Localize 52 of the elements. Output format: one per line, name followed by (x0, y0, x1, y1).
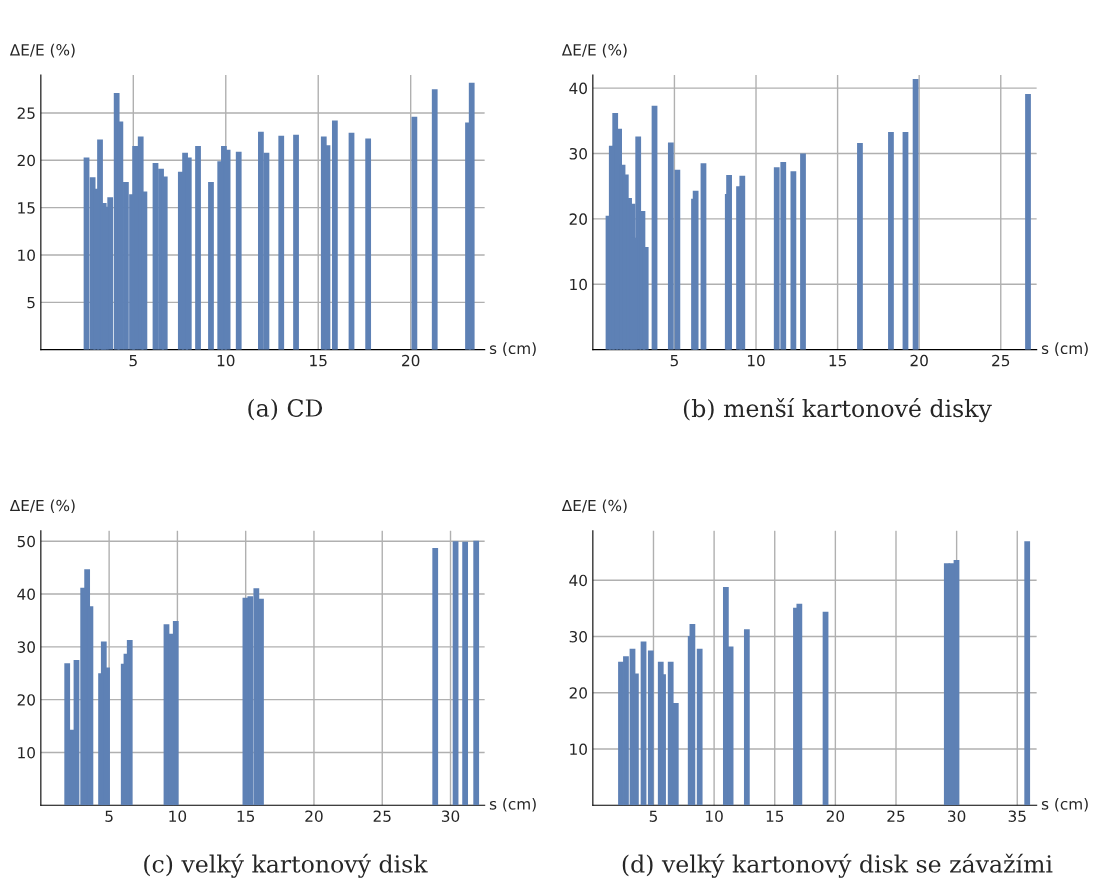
y-tick-label: 40 (569, 574, 587, 587)
text: (b) menší kartonové disky (683, 398, 992, 423)
y-tick-label: 10 (18, 249, 35, 261)
x-tick-label: 20 (305, 810, 323, 822)
y-tick-label: 30 (569, 630, 587, 643)
y-axis-title: ΔE/E (%) (9, 43, 75, 58)
text: (d) velký kartonový disk se závažími (622, 853, 1053, 878)
x-axis-title: s (cm) (1041, 797, 1088, 812)
y-tick-label: 10 (570, 278, 587, 291)
x-tick-label: 20 (910, 354, 928, 367)
x-tick-label: 25 (887, 810, 905, 822)
y-tick-label: 40 (17, 588, 35, 601)
x-tick-label: 25 (373, 810, 391, 822)
y-tick-label: 40 (569, 82, 587, 95)
y-tick-label: 10 (570, 743, 587, 756)
x-tick-label: 15 (829, 355, 846, 367)
x-tick-label: 20 (826, 810, 845, 822)
y-tick-label: 30 (17, 641, 35, 653)
y-tick-label: 20 (569, 213, 587, 225)
y-tick-label: 20 (569, 687, 587, 699)
x-tick-label: 10 (706, 810, 723, 822)
y-tick-label: 20 (17, 694, 35, 706)
x-tick-label: 10 (747, 354, 765, 367)
y-tick-label: 30 (569, 147, 587, 160)
x-tick-label: 5 (129, 355, 137, 367)
y-tick-label: 25 (17, 107, 35, 119)
x-tick-label: 30 (948, 810, 966, 822)
y-tick-label: 15 (18, 202, 35, 214)
x-tick-label: 5 (670, 355, 678, 367)
y-tick-label: 50 (17, 535, 35, 548)
y-tick-label: 5 (27, 296, 35, 309)
y-axis-title: ΔE/E (%) (9, 499, 75, 514)
text: (a) CD (248, 398, 323, 421)
x-tick-label: 15 (766, 810, 784, 822)
x-tick-label: 5 (105, 810, 113, 822)
x-tick-label: 35 (1008, 810, 1026, 822)
x-axis-title: s (cm) (1041, 342, 1088, 356)
x-axis-title: s (cm) (489, 342, 536, 356)
x-tick-label: 25 (992, 354, 1010, 367)
x-tick-label: 20 (402, 354, 420, 367)
y-axis-title: ΔE/E (%) (561, 499, 627, 514)
y-tick-label: 10 (18, 746, 35, 759)
x-tick-label: 30 (441, 810, 460, 822)
y-tick-label: 20 (17, 154, 35, 167)
x-tick-label: 5 (649, 810, 657, 822)
x-axis-title: s (cm) (489, 797, 536, 812)
x-tick-label: 10 (169, 810, 187, 822)
x-tick-label: 15 (310, 355, 327, 367)
x-tick-label: 15 (237, 810, 255, 822)
text: (c) velký kartonový disk (144, 853, 428, 878)
y-axis-title: ΔE/E (%) (561, 43, 627, 58)
x-tick-label: 10 (217, 354, 235, 367)
